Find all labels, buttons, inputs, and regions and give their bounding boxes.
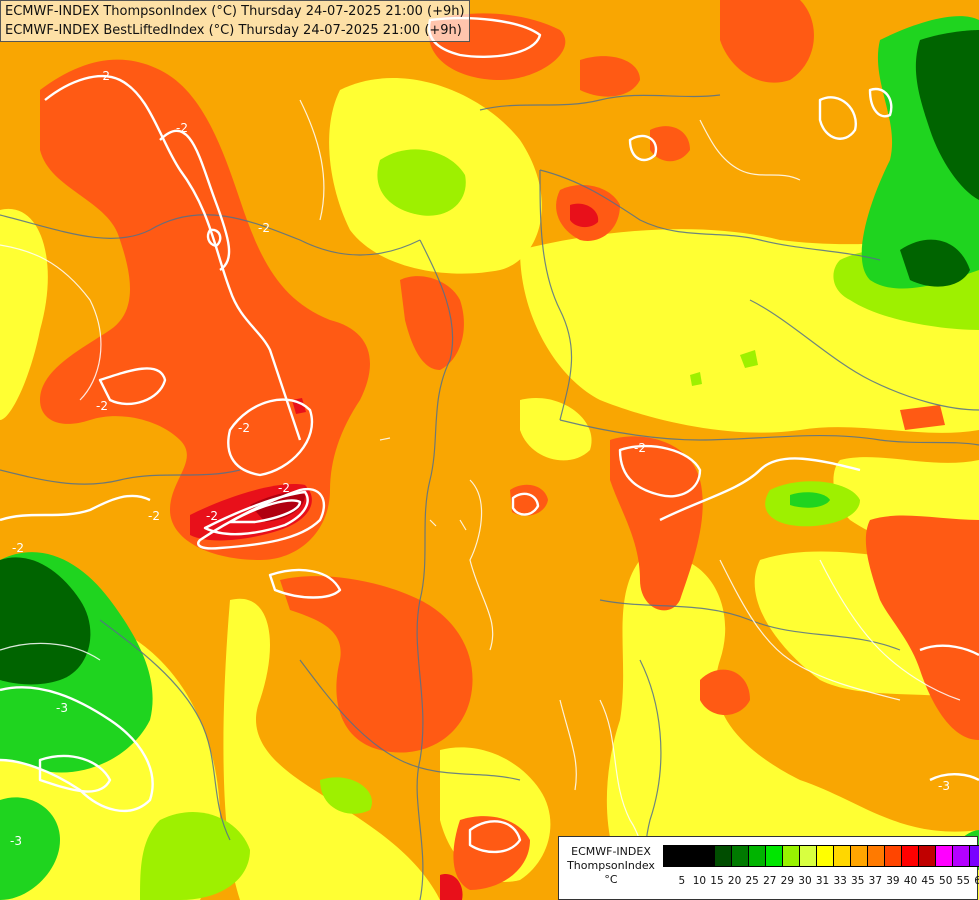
legend-swatch [664, 846, 681, 866]
legend-tick-label: 15 [710, 875, 724, 887]
legend-tick-label: 60 [974, 875, 979, 887]
contour-label: -2 [206, 509, 218, 523]
contour-label: -2 [278, 481, 290, 495]
legend-tick-label: 27 [763, 875, 777, 887]
map-title: ECMWF-INDEX ThompsonIndex (°C) Thursday … [0, 0, 470, 42]
legend-swatch [953, 846, 970, 866]
legend-tick-label: 45 [921, 875, 935, 887]
legend-swatch [766, 846, 783, 866]
legend-swatch [885, 846, 902, 866]
legend-swatch [800, 846, 817, 866]
contour-label: -2 [634, 441, 646, 455]
legend-tick-label: 33 [833, 875, 847, 887]
legend-swatch [868, 846, 885, 866]
legend-model: ECMWF-INDEX [571, 845, 651, 858]
contour-label: -2 [96, 399, 108, 413]
contour-label: -3 [938, 779, 950, 793]
legend-swatch [783, 846, 800, 866]
legend-swatch [834, 846, 851, 866]
legend-swatch [902, 846, 919, 866]
legend-tick-label: 10 [692, 875, 707, 887]
legend-tick-label: 29 [780, 875, 795, 887]
legend-tick-label: 37 [868, 875, 883, 887]
contour-label: -2 [258, 221, 270, 235]
legend-swatch [919, 846, 936, 866]
red-orange-zones [40, 0, 979, 890]
contour-label: -2 [176, 121, 188, 135]
legend-parameter: ThompsonIndex [567, 859, 655, 872]
legend-swatch [715, 846, 732, 866]
legend-swatches [663, 845, 979, 867]
title-line-thompson: ECMWF-INDEX ThompsonIndex (°C) Thursday … [5, 4, 465, 19]
legend-swatch [698, 846, 715, 866]
legend-swatch [681, 846, 698, 866]
legend-tick-label: 30 [798, 875, 812, 887]
legend-unit: °C [604, 873, 618, 886]
legend-swatch [936, 846, 953, 866]
lifted-index-contours [0, 16, 979, 854]
legend-tick-label: 25 [745, 875, 759, 887]
legend-swatch [732, 846, 749, 866]
contour-label: -2 [148, 509, 160, 523]
legend-tick-label: 31 [815, 875, 830, 887]
legend-swatch [749, 846, 766, 866]
legend-tick-label: 40 [903, 875, 918, 887]
legend-tick-label: 39 [886, 875, 900, 887]
title-line-lifted: ECMWF-INDEX BestLiftedIndex (°C) Thursda… [5, 23, 462, 38]
legend-tick-label: 50 [939, 875, 953, 887]
legend-title: ECMWF-INDEX ThompsonIndex °C [563, 845, 659, 887]
legend-swatch [970, 846, 979, 866]
legend-tick-label: 20 [727, 875, 742, 887]
contour-label: -3 [56, 701, 68, 715]
dark-green-zones [0, 30, 979, 685]
contour-label: -3 [10, 834, 22, 848]
legend-tick-label: 5 [678, 875, 686, 887]
legend-swatch [817, 846, 834, 866]
contour-label: -2 [238, 421, 250, 435]
legend-tick-label: 35 [851, 875, 865, 887]
contour-label: -2 [98, 69, 110, 83]
contour-label: -2 [12, 541, 24, 555]
contour-labels: -2 -2 -2 -2 -2 -2 -2 -2 -2 -2 -3 -3 -3 [10, 69, 950, 848]
legend-swatch [851, 846, 868, 866]
legend-tick-label: 55 [956, 875, 970, 887]
country-borders [0, 94, 979, 900]
color-legend: ECMWF-INDEX ThompsonIndex °C 5 10 15 20 25 27… [558, 836, 979, 900]
